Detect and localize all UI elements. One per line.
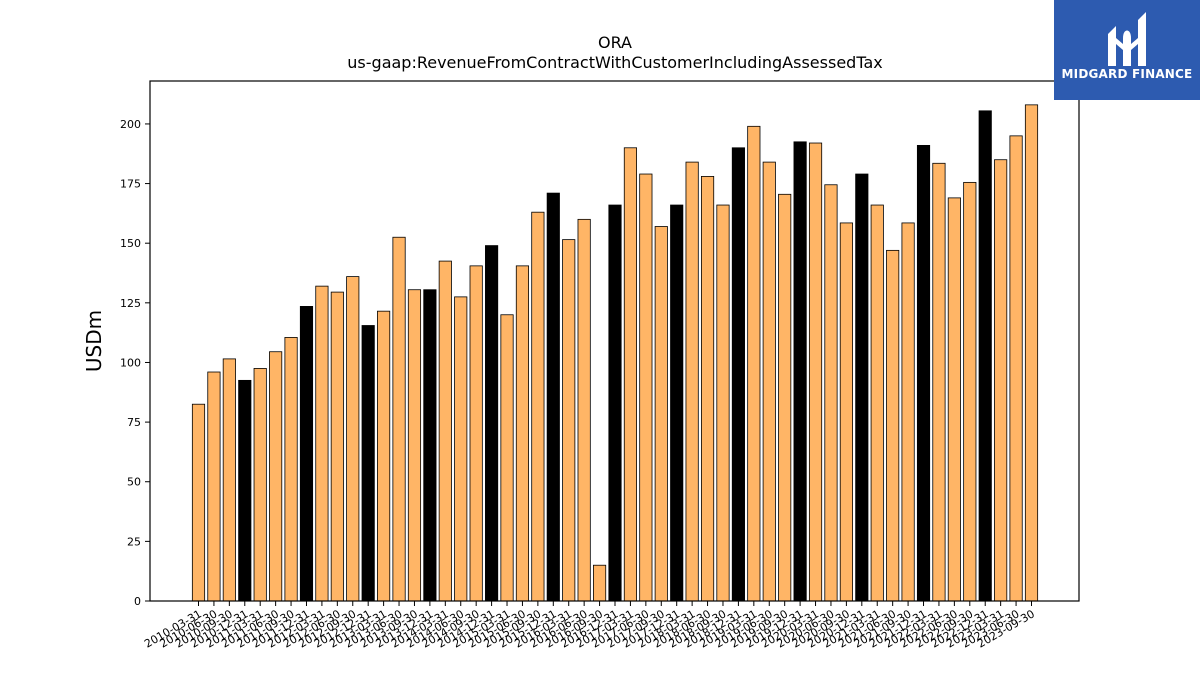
- bar-2023-06-30: [1009, 135, 1023, 602]
- bar-2012-09-30: [346, 276, 360, 602]
- bar-2011-06-30: [269, 351, 283, 602]
- bar-2019-06-30: [762, 161, 776, 602]
- bar-2021-12-31: [916, 144, 931, 602]
- bar-2011-09-30: [284, 337, 298, 602]
- bar-2020-03-31: [808, 142, 823, 602]
- bar-2013-06-30: [392, 236, 406, 602]
- y-axis-label: USDm: [82, 310, 106, 372]
- bar-2019-09-30: [778, 193, 792, 602]
- bar-2010-12-31: [238, 379, 252, 602]
- bar-2013-12-31: [423, 289, 437, 602]
- bar-2021-06-30: [886, 249, 900, 602]
- bar-2018-03-31: [685, 161, 699, 602]
- bar-2010-06-30: [207, 371, 221, 602]
- y-tick-label: 100: [120, 356, 141, 369]
- bar-2023-03-31: [994, 159, 1008, 602]
- bar-2010-03-31: [191, 403, 206, 602]
- bar-2012-03-31: [315, 285, 329, 602]
- bar-2014-12-31: [485, 245, 499, 602]
- bar-2015-06-30: [515, 265, 530, 602]
- bar-2017-06-30: [639, 173, 653, 602]
- bar-2022-03-31: [932, 162, 946, 602]
- bar-2016-06-30: [577, 218, 591, 602]
- bar-2010-09-30: [222, 358, 236, 602]
- bar-2012-06-30: [330, 291, 344, 602]
- bar-2021-09-30: [901, 222, 915, 602]
- plot-frame: [149, 80, 1080, 602]
- bar-2018-06-30: [700, 176, 715, 602]
- bar-2018-12-31: [731, 147, 745, 602]
- bar-2022-06-30: [947, 197, 961, 602]
- y-tick-label: 50: [127, 476, 141, 489]
- bar-2017-03-31: [623, 147, 638, 602]
- bar-2017-09-30: [654, 226, 668, 602]
- bar-2019-03-31: [747, 125, 761, 602]
- bar-2011-12-31: [299, 306, 314, 602]
- bar-2012-12-31: [361, 325, 375, 602]
- bar-2013-03-31: [377, 310, 391, 602]
- y-tick-label: 125: [120, 297, 141, 310]
- chart-subtitle: us-gaap:RevenueFromContractWithCustomerI…: [347, 53, 882, 72]
- bar-2023-09-30: [1024, 104, 1039, 602]
- bar-2014-03-31: [438, 260, 452, 602]
- bar-2019-12-31: [793, 141, 807, 602]
- bar-2013-09-30: [407, 289, 422, 602]
- chart-title: ORA: [598, 33, 632, 52]
- bar-2021-03-31: [870, 204, 884, 602]
- x-ticks-group: 2010-03-312010-06-302010-09-302010-12-31…: [142, 601, 1037, 651]
- bar-2015-03-31: [500, 314, 514, 602]
- bar-2015-12-31: [546, 192, 560, 602]
- bar-2014-06-30: [454, 296, 468, 602]
- bar-2020-06-30: [824, 184, 838, 602]
- bars-group: [191, 104, 1039, 602]
- bar-2015-09-30: [531, 211, 545, 602]
- bar-2020-09-30: [839, 222, 853, 602]
- bar-2022-12-31: [978, 110, 992, 602]
- bar-2018-09-30: [716, 204, 730, 602]
- y-tick-label: 200: [120, 118, 141, 131]
- y-tick-label: 150: [120, 237, 141, 250]
- y-tick-label: 0: [134, 595, 141, 608]
- bar-2014-09-30: [469, 265, 483, 602]
- midgard-logo-icon: [1108, 12, 1146, 66]
- bar-2011-03-31: [253, 368, 267, 602]
- bar-2020-12-31: [855, 173, 869, 602]
- y-tick-label: 175: [120, 178, 141, 191]
- y-tick-label: 75: [127, 416, 141, 429]
- bar-2016-12-31: [608, 204, 622, 602]
- y-tick-label: 25: [127, 535, 141, 548]
- y-ticks-group: 0 25 50 75 100 125 150 175 200: [120, 118, 150, 608]
- brand-logo: MIDGARD FINANCE: [1054, 0, 1200, 100]
- bar-2016-03-31: [562, 239, 576, 602]
- brand-name: MIDGARD FINANCE: [1061, 67, 1193, 81]
- bar-2016-09-30: [593, 564, 607, 602]
- bar-2017-12-31: [670, 204, 684, 602]
- bar-2022-09-30: [963, 181, 977, 602]
